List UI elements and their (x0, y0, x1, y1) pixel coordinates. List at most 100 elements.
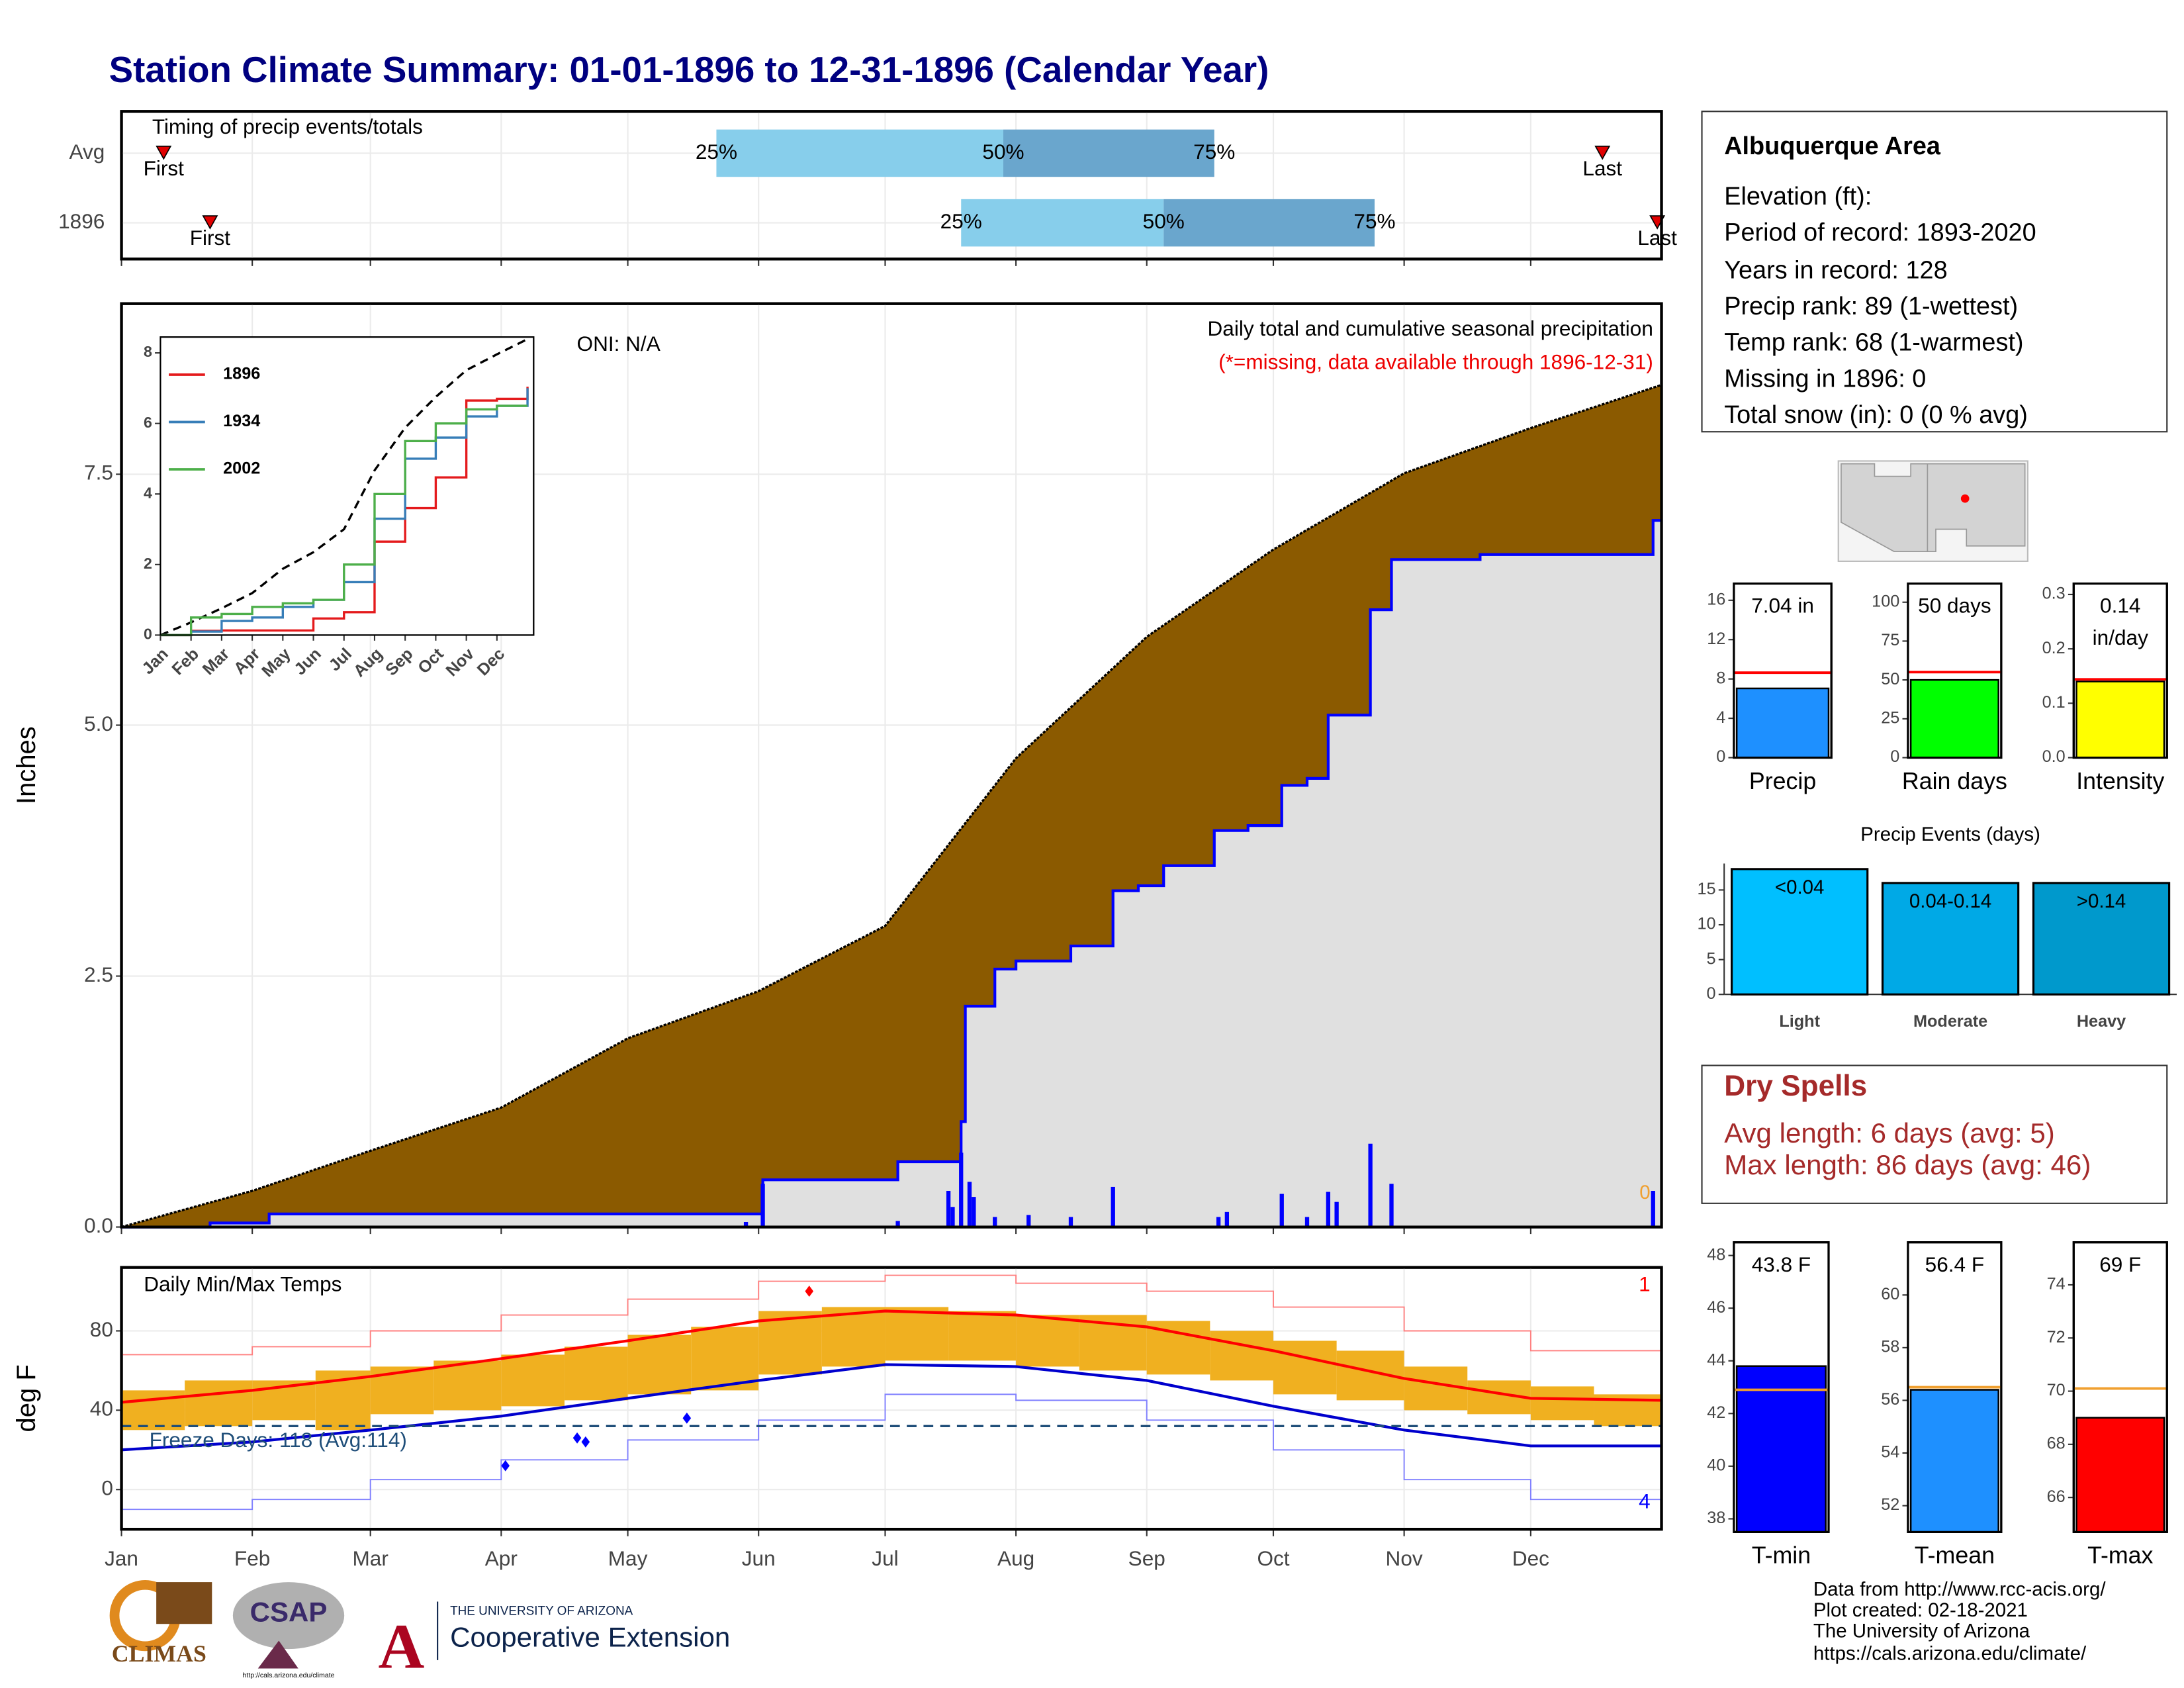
record-marker (581, 1436, 590, 1448)
quartile-label: 75% (1353, 209, 1395, 233)
y-tick-label: 10 (1697, 915, 1715, 933)
y-tick-label: 25 (1881, 709, 1899, 727)
category-label: T-max (2087, 1542, 2153, 1569)
x-tick-label: Light (1779, 1012, 1820, 1031)
x-tick-label: Nov (1386, 1546, 1423, 1570)
dry-spells-line: Avg length: 6 days (avg: 5) (1724, 1117, 2055, 1149)
x-tick-label: Jun (742, 1546, 776, 1570)
y-tick-label: 0.0 (84, 1213, 113, 1237)
bin-label: 0.04-0.14 (1909, 890, 1991, 912)
daily-temp-bar (821, 1307, 886, 1367)
y-tick-label: 5 (1707, 949, 1716, 968)
daily-bar (1068, 1217, 1073, 1227)
daily-temp-bar (433, 1360, 502, 1411)
plot-border (120, 110, 1663, 261)
bar (1735, 687, 1830, 759)
x-tick-label: Dec (1512, 1546, 1549, 1570)
daily-temp-bar (370, 1366, 434, 1415)
daily-bar (972, 1197, 976, 1227)
series-line (160, 404, 528, 637)
chart-title: Timing of precip events/totals (152, 115, 423, 138)
plot-border (2072, 1241, 2168, 1533)
plot-border (159, 336, 535, 636)
extension-name: Cooperative Extension (450, 1621, 730, 1652)
record-low-count: 4 (1639, 1489, 1651, 1513)
info-line: Elevation (ft): (1724, 183, 1872, 211)
daily-bar (1326, 1192, 1331, 1227)
daily-bar (1279, 1194, 1284, 1227)
x-tick-label: Heavy (2077, 1012, 2126, 1031)
category-label: T-min (1752, 1542, 1811, 1569)
y-tick-label: 66 (2047, 1487, 2066, 1506)
y-tick-label: 2.5 (84, 962, 113, 986)
cumulative-line (121, 519, 1662, 1229)
bar (1735, 1365, 1827, 1533)
daily-bar (1334, 1201, 1339, 1227)
bin-label: <0.04 (1775, 876, 1825, 898)
y-tick-label: 52 (1881, 1495, 1899, 1514)
bin-label: >0.14 (2077, 890, 2126, 912)
value-label: 56.4 F (1925, 1252, 1984, 1276)
y-tick-label: 12 (1707, 630, 1725, 648)
map-states (1841, 463, 2026, 553)
daily-temp-bar (1404, 1366, 1468, 1411)
university-name: THE UNIVERSITY OF ARIZONA (450, 1604, 633, 1618)
daily-temp-bar (1016, 1315, 1079, 1367)
y-tick-label: 2 (144, 555, 152, 572)
credit: Data from http://www.rcc-acis.org/ (1813, 1579, 2106, 1601)
y-tick-label: 40 (1707, 1456, 1725, 1475)
legend-label: 2002 (223, 459, 260, 478)
y-tick-label: 6 (144, 414, 152, 431)
event-label: Last (1582, 156, 1622, 180)
quartile-label: 50% (1143, 209, 1185, 233)
y-tick-label: 38 (1707, 1509, 1725, 1527)
missing-count: 0 (1639, 1182, 1650, 1203)
y-tick-label: 5.0 (84, 712, 113, 735)
y-tick-label: 0 (101, 1476, 113, 1500)
quartile-label: 75% (1193, 140, 1235, 164)
record-line (121, 1393, 1662, 1511)
daily-bar (1216, 1217, 1221, 1227)
chart-note: (*=missing, data available through 1896-… (1218, 350, 1653, 373)
event-label: First (144, 156, 185, 180)
logos: CLIMAS CSAP http://cals.arizona.edu/clim… (109, 1579, 730, 1682)
daily-bar (1304, 1217, 1310, 1227)
csap-mountain (257, 1640, 298, 1669)
daily-temp-bar (1530, 1386, 1594, 1421)
y-tick-label: 0.1 (2042, 693, 2066, 712)
bar (1731, 868, 1869, 996)
bar (1881, 882, 2020, 996)
oni-label: ONI: N/A (577, 332, 660, 355)
page-title: Station Climate Summary: 01-01-1896 to 1… (109, 49, 1269, 90)
chart-title: Daily Min/Max Temps (144, 1272, 341, 1295)
quartile-label: 25% (940, 209, 982, 233)
y-tick-label: 0.0 (2042, 747, 2066, 766)
freeze-label: Freeze Days: 118 (Avg:114) (150, 1428, 407, 1452)
x-tick-label: Feb (234, 1546, 270, 1570)
record-line (121, 1274, 1662, 1356)
category-label: Intensity (2076, 768, 2164, 794)
daily-temp-bar (185, 1380, 253, 1427)
value-label: 69 F (2099, 1252, 2141, 1276)
x-tick-label: Apr (485, 1546, 518, 1570)
arizona-a: A (378, 1611, 424, 1682)
average-line (121, 1309, 1662, 1404)
y-tick-label: 70 (2047, 1381, 2066, 1399)
y-tick-label: 0.3 (2042, 585, 2066, 603)
y-tick-label: 46 (1707, 1298, 1725, 1317)
location-map (1837, 460, 2028, 562)
x-tick-label: Mar (353, 1546, 388, 1570)
daily-bar (1224, 1211, 1230, 1227)
csap-logo: CSAP (250, 1597, 328, 1628)
y-tick-label: 4 (1716, 708, 1725, 727)
info-line: Missing in 1896: 0 (1724, 365, 1926, 393)
daily-bar (895, 1221, 900, 1227)
x-tick-label: Oct (1257, 1546, 1289, 1570)
y-tick-label: 100 (1872, 592, 1899, 610)
info-line: Years in record: 128 (1724, 256, 1947, 284)
event-marker (1594, 146, 1611, 160)
y-tick-label: 42 (1707, 1403, 1725, 1422)
x-tick-label: Sep (1128, 1546, 1165, 1570)
daily-bar (993, 1217, 997, 1227)
